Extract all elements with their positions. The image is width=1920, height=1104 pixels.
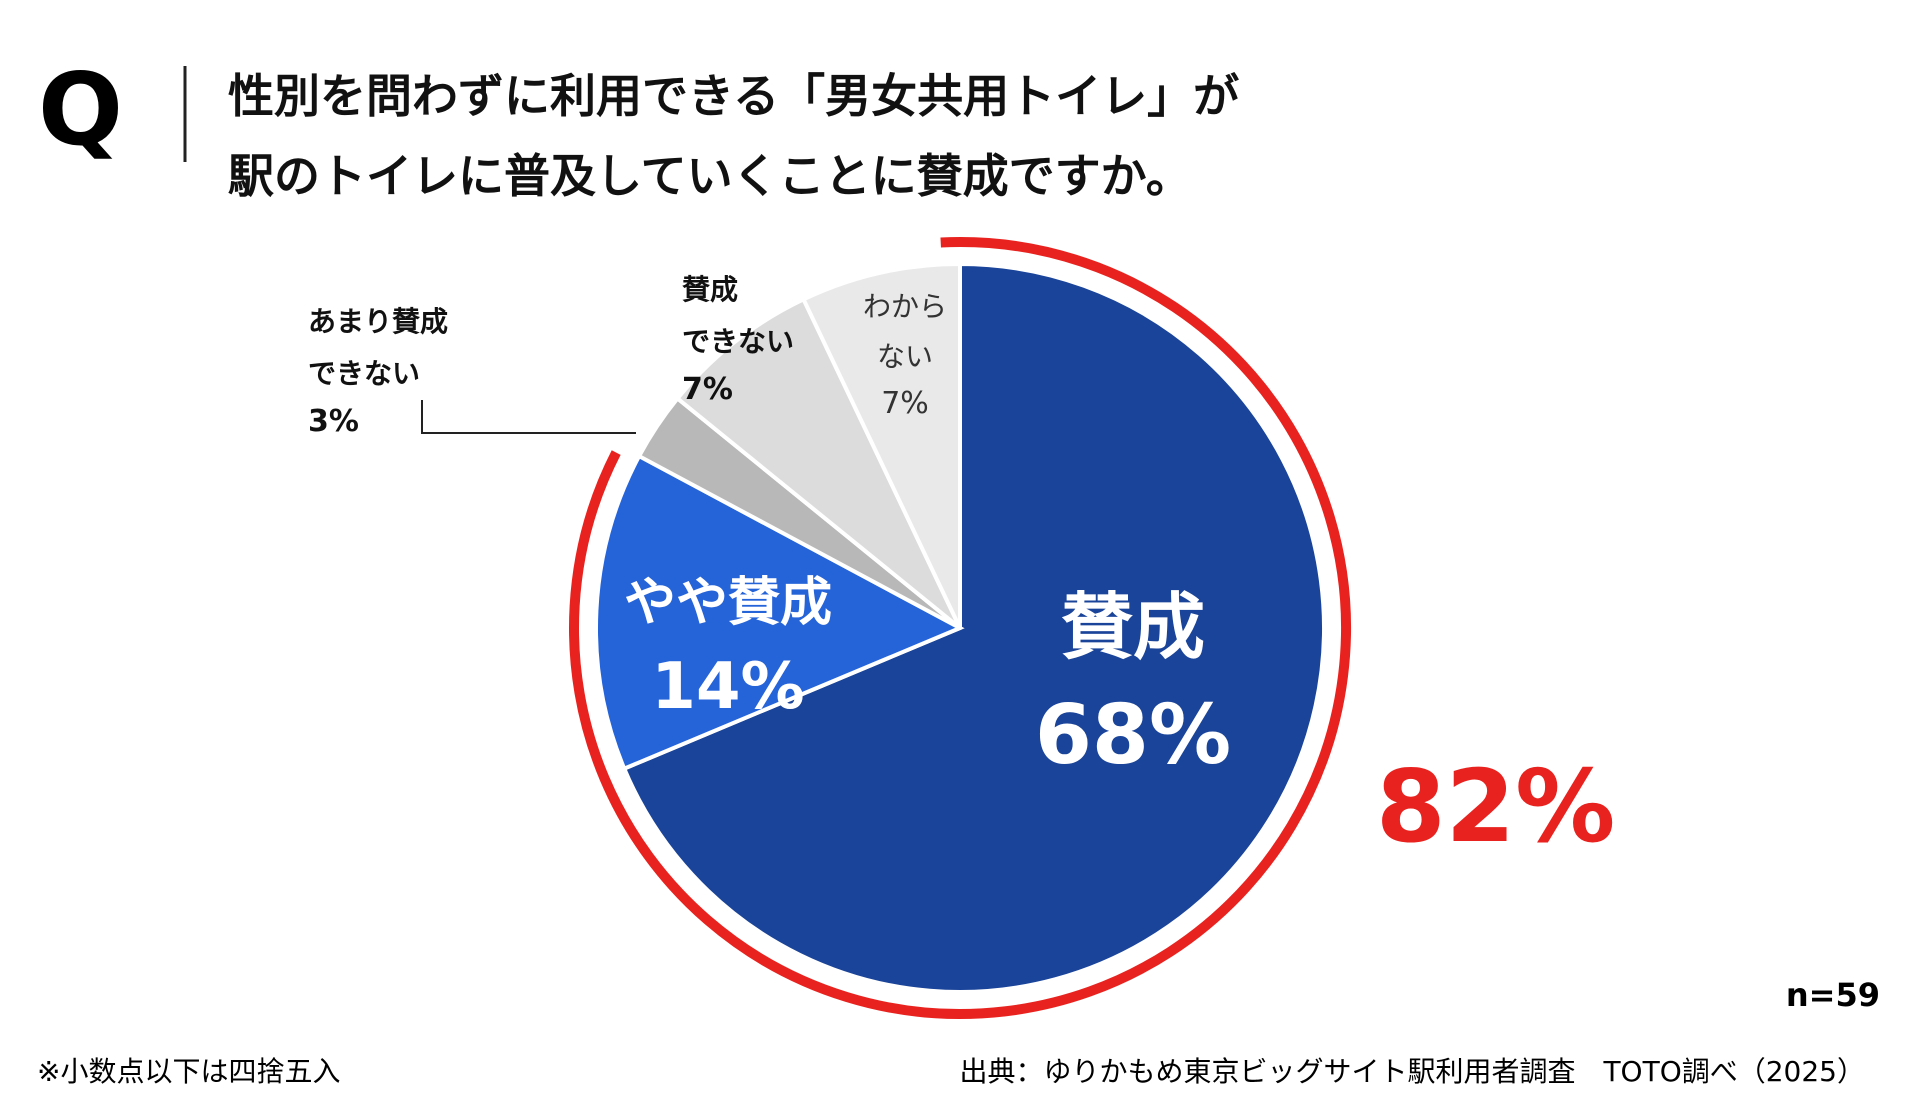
value-label: 68% <box>1034 688 1232 783</box>
sample-size: n=59 <box>1785 976 1880 1014</box>
source: 出典：ゆりかもめ東京ビッグサイト駅利用者調査 TOTO調べ（2025） <box>959 1055 1865 1088</box>
category-label: あまり賛成 できない <box>308 305 449 390</box>
pie-slice <box>674 296 962 630</box>
category-label: 賛成 できない <box>682 273 795 358</box>
category-label: やや賛成 <box>623 573 833 633</box>
value-label: 14% <box>651 650 805 724</box>
highlight-label: 82% <box>1376 748 1616 865</box>
value-label: 3% <box>308 404 359 439</box>
category-label: 賛成 <box>1060 585 1206 669</box>
pie-slice <box>621 261 1326 994</box>
question-mark: Q <box>38 51 124 168</box>
highlight-arc <box>569 237 1351 1019</box>
value-label: 7% <box>881 386 929 421</box>
category-label: わから ない <box>862 290 948 373</box>
note: ※小数点以下は四捨五入 <box>37 1055 341 1088</box>
value-label: 7% <box>682 372 733 407</box>
pie-slice <box>800 261 962 629</box>
pie-slice <box>594 453 965 772</box>
chart-title: 性別を問わずに利用できる「男女共用トイレ」が 駅のトイレに普及していくことに賛成… <box>228 69 1240 203</box>
leader-line <box>421 400 636 434</box>
